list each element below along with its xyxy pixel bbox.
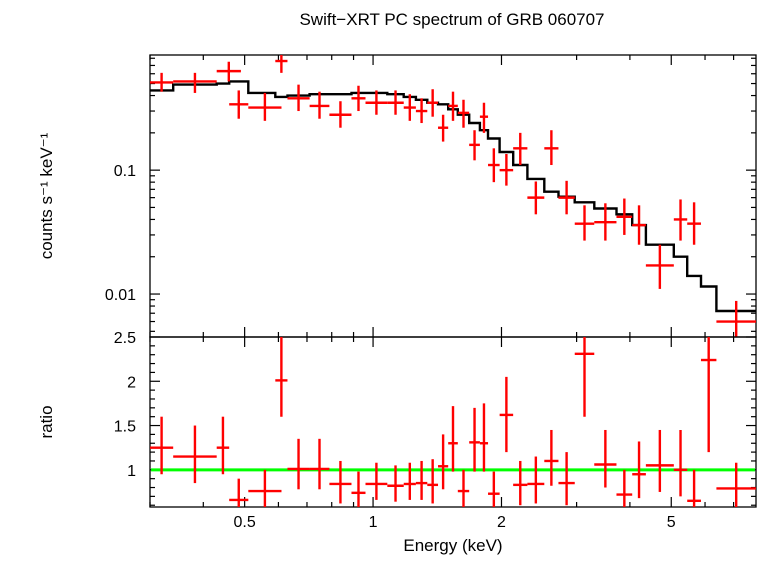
- ratio-point: [387, 465, 404, 502]
- spectrum-point: [351, 85, 366, 112]
- ratio-point: [574, 337, 595, 417]
- ratio-point: [229, 478, 249, 507]
- spectrum-point: [499, 153, 514, 186]
- spectrum-point: [415, 98, 428, 124]
- spectrum-point: [329, 101, 352, 128]
- spectrum-point: [309, 91, 330, 119]
- bottom-y-tick-label: 1.5: [114, 419, 136, 436]
- ratio-point: [687, 469, 701, 507]
- ratio-point: [216, 416, 230, 475]
- bottom-y-tick-label: 2: [127, 374, 136, 391]
- spectrum-point: [229, 90, 249, 119]
- spectrum-point: [544, 130, 559, 166]
- spectrum-point: [438, 114, 449, 142]
- ratio-point: [309, 438, 330, 490]
- ratio-point: [415, 460, 428, 500]
- ratio-point: [287, 438, 310, 490]
- spectrum-point: [479, 102, 489, 133]
- spectrum-point: [427, 89, 439, 117]
- ratio-point: [488, 471, 500, 507]
- spectrum-point: [574, 205, 595, 241]
- spectrum-point: [248, 92, 282, 121]
- ratio-point: [479, 403, 489, 472]
- ratio-point: [448, 406, 458, 472]
- spectrum-point: [403, 94, 416, 121]
- spectrum-point: [287, 84, 310, 112]
- ratio-point: [513, 460, 528, 506]
- ratio-axis-ticks: 0.5 1 2 5 1 1.5 2 2.5: [114, 330, 756, 531]
- spectrum-point: [365, 90, 388, 115]
- ratio-point: [329, 460, 352, 504]
- ratio-point: [365, 462, 388, 500]
- spectrum-point: [150, 72, 174, 92]
- x-axis-label: Energy (keV): [403, 536, 502, 555]
- spectrum-point: [457, 99, 470, 128]
- ratio-point: [700, 337, 717, 453]
- spectrum-point: [527, 181, 545, 215]
- ratio-point: [248, 469, 282, 507]
- ratio-point: [527, 456, 545, 504]
- spectrum-point: [594, 203, 617, 241]
- ratio-panel: 0.5 1 2 5 1 1.5 2 2.5 ratio Energy (keV): [37, 330, 757, 555]
- x-tick-label: 5: [667, 514, 676, 531]
- spectrum-point: [632, 205, 646, 245]
- ratio-point: [427, 459, 439, 504]
- spectrum-point: [616, 198, 633, 235]
- ratio-point: [716, 462, 756, 507]
- spectrum-point: [673, 199, 688, 241]
- spectrum-point: [448, 91, 458, 121]
- spectrum-point: [216, 61, 241, 82]
- ratio-y-axis-label: ratio: [37, 405, 56, 438]
- ratio-point: [438, 434, 449, 490]
- top-y-tick-label: 0.1: [114, 163, 136, 180]
- bottom-y-tick-label: 2.5: [114, 330, 136, 347]
- model-step-curve: [150, 80, 756, 313]
- spectrum-point: [173, 72, 217, 93]
- spectrum-axis-ticks: 0.1 0.01: [105, 55, 756, 337]
- spectrum-point: [387, 90, 404, 115]
- spectrum-data-points: [150, 55, 756, 337]
- spectrum-point: [558, 180, 575, 215]
- spectrum-panel: 0.1 0.01 counts s⁻¹ keV⁻¹: [37, 54, 757, 338]
- ratio-data-points: [150, 337, 756, 507]
- x-tick-label: 0.5: [234, 514, 256, 531]
- ratio-point: [673, 429, 688, 497]
- spectrum-point: [513, 132, 528, 166]
- model-curve-group: [150, 80, 756, 313]
- spectrum-point: [488, 148, 500, 183]
- spectrum-point: [645, 244, 674, 289]
- spectrum-point: [687, 202, 701, 245]
- x-tick-label: 2: [497, 514, 506, 531]
- spectrum-point: [275, 55, 288, 73]
- spectrum-point: [716, 300, 756, 337]
- ratio-point: [457, 469, 470, 507]
- spectrum-y-axis-label: counts s⁻¹ keV⁻¹: [37, 132, 56, 259]
- ratio-point: [616, 469, 633, 507]
- ratio-point: [645, 429, 674, 492]
- spectrum-point: [469, 130, 480, 161]
- ratio-point: [173, 425, 217, 484]
- x-tick-label: 1: [369, 514, 378, 531]
- ratio-point: [351, 471, 366, 507]
- top-y-tick-label: 0.01: [105, 287, 136, 304]
- ratio-point: [558, 452, 575, 506]
- ratio-point: [632, 441, 646, 499]
- ratio-point: [469, 407, 480, 472]
- bottom-y-tick-label: 1: [127, 463, 136, 480]
- ratio-point: [403, 462, 416, 500]
- ratio-point: [499, 376, 514, 453]
- ratio-point: [544, 429, 559, 486]
- chart-title: Swift−XRT PC spectrum of GRB 060707: [299, 10, 604, 29]
- ratio-panel-frame: [149, 336, 757, 508]
- ratio-point: [150, 416, 174, 475]
- ratio-point: [275, 337, 288, 417]
- ratio-point: [594, 429, 617, 488]
